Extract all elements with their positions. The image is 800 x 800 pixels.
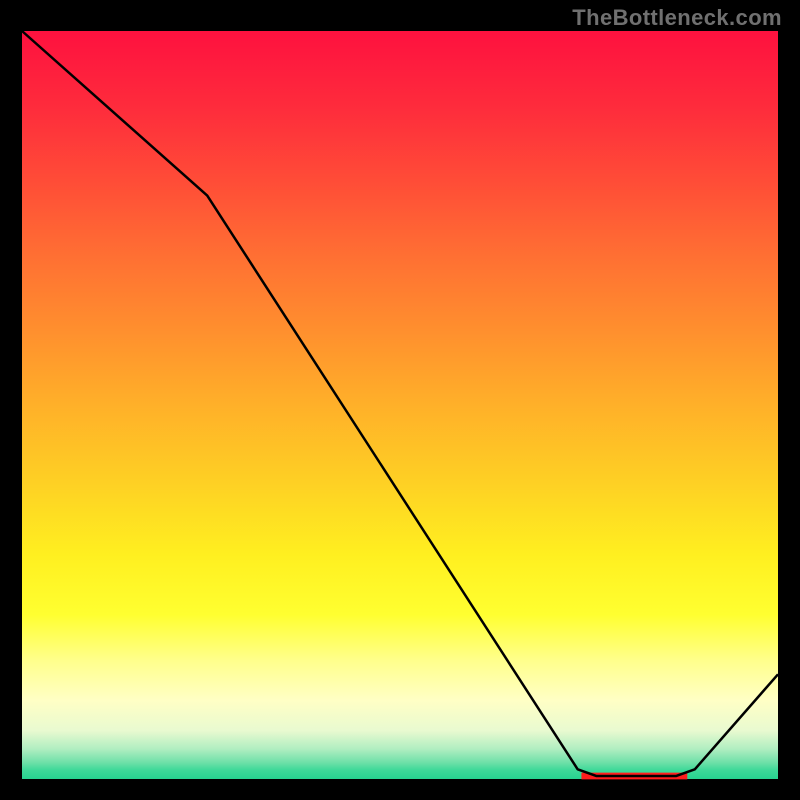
bottleneck-chart (0, 0, 800, 800)
chart-background (22, 31, 778, 779)
chart-container: TheBottleneck.com (0, 0, 800, 800)
